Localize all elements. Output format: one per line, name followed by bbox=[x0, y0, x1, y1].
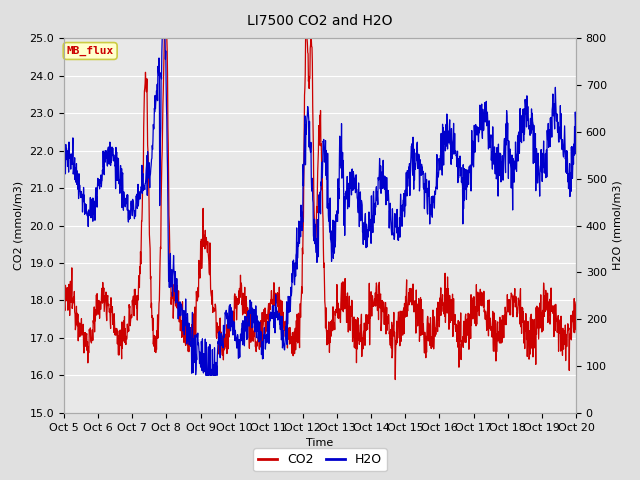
Y-axis label: H2O (mmol/m3): H2O (mmol/m3) bbox=[612, 181, 623, 270]
Legend: CO2, H2O: CO2, H2O bbox=[253, 448, 387, 471]
X-axis label: Time: Time bbox=[307, 438, 333, 448]
Y-axis label: CO2 (mmol/m3): CO2 (mmol/m3) bbox=[14, 181, 24, 270]
Text: MB_flux: MB_flux bbox=[67, 46, 114, 56]
Text: LI7500 CO2 and H2O: LI7500 CO2 and H2O bbox=[247, 14, 393, 28]
